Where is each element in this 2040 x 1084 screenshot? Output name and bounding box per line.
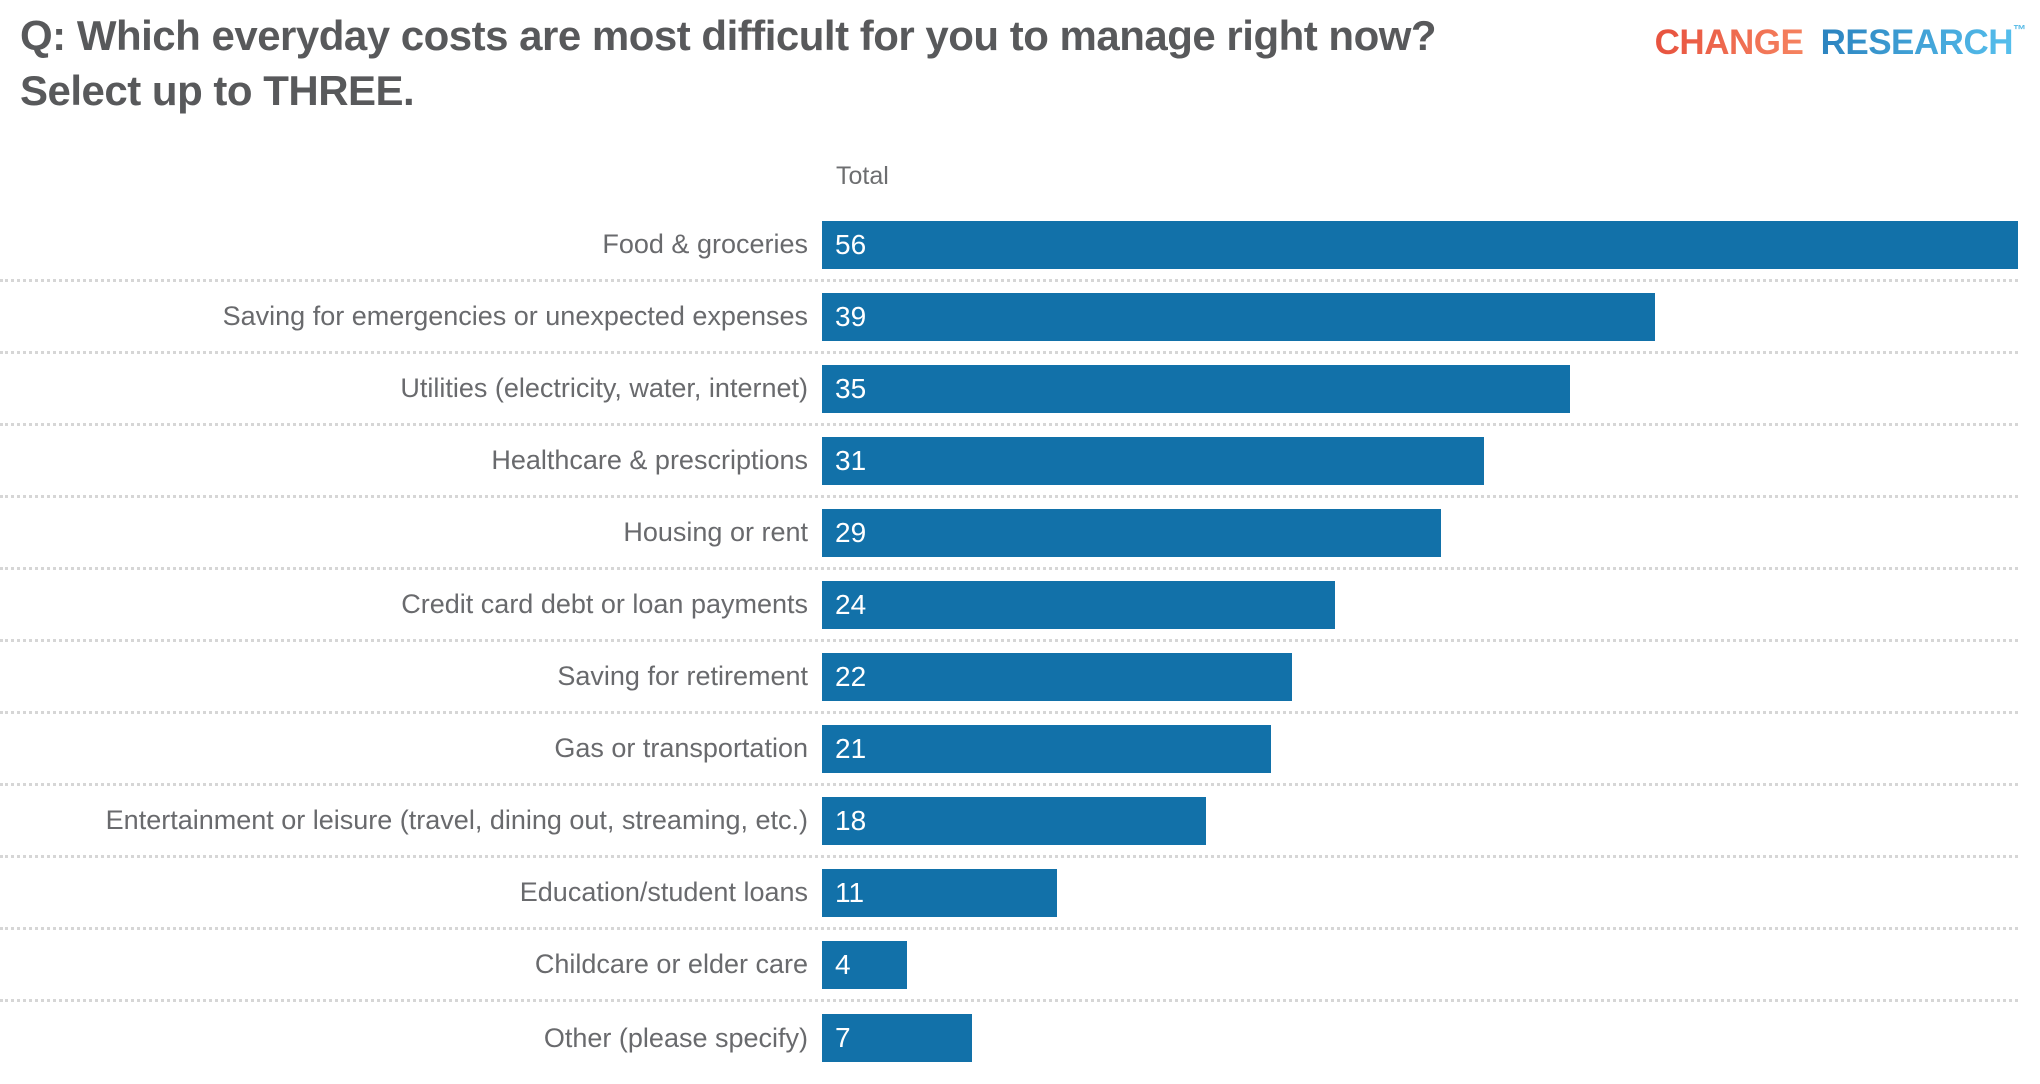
bar: 29: [822, 508, 1442, 557]
chart-row: Education/student loans 11: [0, 858, 2018, 930]
change-research-logo: CHANGE RESEARCH™: [1655, 22, 2026, 63]
row-label: Saving for emergencies or unexpected exp…: [222, 301, 808, 331]
chart-row: Credit card debt or loan payments 24: [0, 570, 2018, 642]
bar-area: 7: [822, 1014, 2018, 1062]
bar: 22: [822, 652, 1292, 701]
column-header-total: Total: [836, 162, 889, 190]
bar-value: 22: [835, 660, 867, 692]
bar-area: 11: [822, 868, 2018, 917]
bar-area: 4: [822, 940, 2018, 989]
chart-row: Gas or transportation 21: [0, 714, 2018, 786]
bar: 7: [822, 1014, 972, 1062]
bar-value: 24: [835, 588, 867, 620]
chart-row: Saving for emergencies or unexpected exp…: [0, 282, 2018, 354]
bar-value: 29: [835, 516, 867, 548]
bar-area: 56: [822, 220, 2018, 269]
bar: 4: [822, 940, 908, 989]
bar-area: 31: [822, 436, 2018, 485]
bar-value: 39: [835, 300, 867, 332]
row-label: Gas or transportation: [554, 733, 808, 763]
bar-area: 35: [822, 364, 2018, 413]
bar: 35: [822, 364, 1570, 413]
row-label: Healthcare & prescriptions: [491, 445, 808, 475]
bar-value: 11: [835, 876, 865, 908]
row-label: Entertainment or leisure (travel, dining…: [105, 805, 808, 835]
logo-word-research: RESEARCH: [1820, 23, 2014, 62]
bar: 31: [822, 436, 1485, 485]
question-title-line-1: Q: Which everyday costs are most difficu…: [20, 12, 1437, 59]
bar-value: 21: [835, 732, 867, 764]
bar-value: 7: [835, 1022, 851, 1053]
row-label: Saving for retirement: [557, 661, 808, 691]
chart-row: Utilities (electricity, water, internet)…: [0, 354, 2018, 426]
question-title: Q: Which everyday costs are most difficu…: [20, 8, 1437, 118]
logo-trademark: ™: [2013, 22, 2026, 37]
bar-area: 29: [822, 508, 2018, 557]
bar: 24: [822, 580, 1335, 629]
bar-area: 18: [822, 796, 2018, 845]
bar: 11: [822, 868, 1057, 917]
bar-area: 24: [822, 580, 2018, 629]
logo-word-change: CHANGE: [1654, 23, 1804, 62]
row-label: Credit card debt or loan payments: [401, 589, 808, 619]
row-label: Childcare or elder care: [534, 949, 808, 979]
bar-rows: Food & groceries 56 Saving for emergenci…: [0, 210, 2018, 1074]
bar-area: 39: [822, 292, 2018, 341]
bar-value: 35: [835, 372, 867, 404]
bar-area: 21: [822, 724, 2018, 773]
bar-value: 31: [835, 444, 867, 476]
bar: 56: [822, 220, 2018, 269]
row-label: Education/student loans: [519, 877, 808, 907]
row-label: Utilities (electricity, water, internet): [400, 373, 808, 403]
row-label: Other (please specify): [543, 1022, 808, 1053]
chart-row: Food & groceries 56: [0, 210, 2018, 282]
bar-value: 56: [835, 228, 867, 260]
bar-area: 22: [822, 652, 2018, 701]
row-label: Housing or rent: [623, 517, 808, 547]
bar: 18: [822, 796, 1207, 845]
bar-value: 4: [835, 948, 851, 980]
chart-row: Entertainment or leisure (travel, dining…: [0, 786, 2018, 858]
chart-row: Saving for retirement 22: [0, 642, 2018, 714]
question-title-line-2: Select up to THREE.: [20, 67, 415, 114]
bar: 39: [822, 292, 1655, 341]
row-label: Food & groceries: [602, 229, 808, 259]
chart-row: Other (please specify) 7: [0, 1002, 2018, 1074]
chart-row: Childcare or elder care 4: [0, 930, 2018, 1002]
bar-value: 18: [835, 804, 867, 836]
bar: 21: [822, 724, 1271, 773]
chart-row: Housing or rent 29: [0, 498, 2018, 570]
chart-row: Healthcare & prescriptions 31: [0, 426, 2018, 498]
